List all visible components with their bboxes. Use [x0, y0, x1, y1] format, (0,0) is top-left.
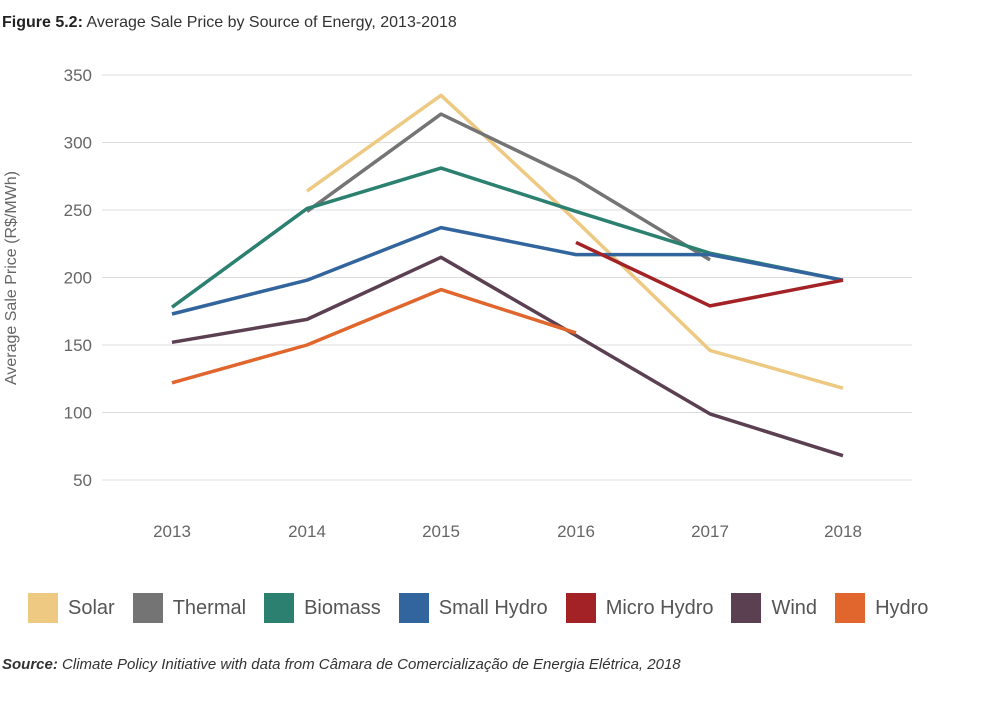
gridlines [102, 74, 912, 481]
legend-swatch [731, 593, 762, 623]
series-lines [170, 93, 844, 458]
legend-item-biomass: Biomass [264, 593, 381, 623]
chart-title: Figure 5.2: Average Sale Price by Source… [2, 14, 457, 32]
legend-swatch [565, 593, 596, 623]
series-line-thermal [305, 112, 711, 262]
legend-swatch [28, 593, 58, 623]
x-tick-label: 2016 [557, 522, 595, 541]
series-line-solar [305, 93, 844, 390]
legend: Solar Thermal Biomass Small Hydro Micro Hydr… [28, 592, 946, 624]
series-line-wind [171, 255, 844, 458]
legend-label: Solar [68, 596, 115, 619]
legend-label: Micro Hydro [605, 596, 714, 619]
y-tick-label: 150 [64, 336, 92, 355]
x-tick-label: 2017 [691, 522, 729, 541]
source-text: Climate Policy Initiative with data from… [57, 656, 681, 673]
series-line-micro-hydro [575, 240, 844, 308]
x-tick-label: 2013 [153, 522, 191, 541]
legend-label: Wind [771, 596, 818, 619]
figure-label: Figure 5.2: [2, 14, 83, 31]
legend-label: Biomass [304, 596, 381, 619]
y-tick-label: 50 [73, 471, 92, 490]
series-line-small-hydro [171, 225, 844, 316]
legend-item-micro-hydro: Micro Hydro [565, 593, 714, 623]
y-tick-label: 200 [64, 269, 92, 288]
series-line-hydro [171, 287, 577, 385]
y-tick-label: 250 [64, 201, 92, 220]
x-tick-label: 2014 [288, 522, 326, 541]
title-text: Average Sale Price by Source of Energy, … [82, 14, 457, 31]
legend-swatch [398, 593, 429, 623]
x-tick-label: 2015 [422, 522, 460, 541]
legend-item-hydro: Hydro [835, 593, 928, 623]
legend-item-solar: Solar [28, 593, 115, 623]
y-tick-label: 100 [64, 404, 92, 423]
y-axis-title: Average Sale Price (R$/MWh) [3, 171, 20, 385]
legend-label: Small Hydro [438, 596, 548, 619]
legend-swatch [835, 593, 866, 623]
source-label: Source: [2, 656, 58, 673]
legend-item-wind: Wind [731, 593, 817, 623]
legend-label: Hydro [875, 596, 929, 619]
x-tick-label: 2018 [824, 522, 862, 541]
legend-swatch [132, 593, 163, 623]
series-line-biomass [170, 166, 844, 309]
y-tick-labels: 350 300 250 200 150 100 50 [64, 66, 92, 490]
y-tick-label: 350 [64, 66, 92, 85]
x-tick-labels: 2013 2014 2015 2016 2017 2018 [153, 522, 862, 541]
source-note: Source: Climate Policy Initiative with d… [2, 656, 681, 673]
legend-label: Thermal [172, 596, 247, 619]
legend-item-thermal: Thermal [132, 593, 247, 623]
legend-item-small-hydro: Small Hydro [398, 593, 548, 623]
legend-swatch [264, 593, 295, 623]
y-tick-label: 300 [64, 134, 92, 153]
